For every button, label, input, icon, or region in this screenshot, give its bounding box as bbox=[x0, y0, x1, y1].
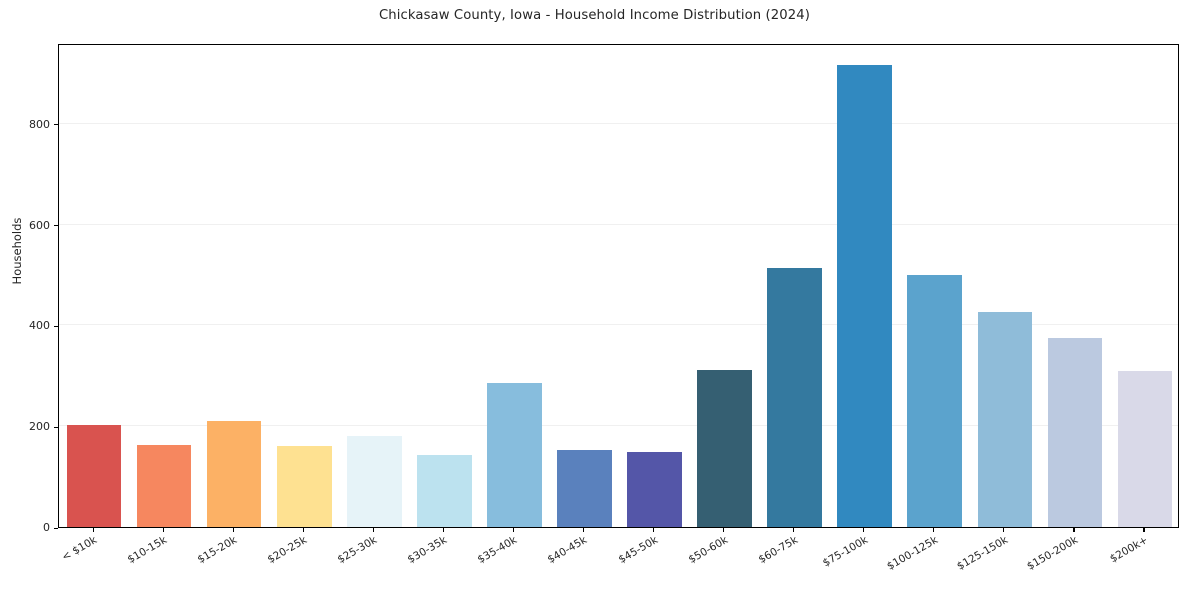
plot-area bbox=[58, 44, 1179, 528]
y-tick-label: 600 bbox=[29, 218, 50, 232]
bar bbox=[487, 382, 542, 527]
x-tick-label-text: $35-40k bbox=[475, 534, 520, 567]
y-tick-label: 200 bbox=[29, 420, 50, 434]
bar bbox=[136, 445, 192, 527]
bar bbox=[1047, 337, 1103, 527]
gridline bbox=[59, 223, 1178, 225]
x-tick-label-text: $10-15k bbox=[125, 534, 170, 567]
bar bbox=[206, 421, 262, 527]
x-tick-mark bbox=[372, 528, 374, 532]
x-tick-mark bbox=[653, 528, 655, 532]
bar bbox=[66, 425, 122, 527]
bar bbox=[557, 450, 612, 527]
x-tick-label-text: < $10k bbox=[59, 534, 100, 564]
x-tick-label-text: $15-20k bbox=[195, 534, 240, 567]
bar-series bbox=[59, 45, 1178, 527]
y-tick-label: 800 bbox=[29, 117, 50, 131]
x-tick-label-text: $150-200k bbox=[1024, 534, 1080, 573]
x-tick-label-text: $200k+ bbox=[1107, 534, 1150, 566]
x-tick-mark bbox=[1073, 528, 1075, 532]
x-tick-mark bbox=[793, 528, 795, 532]
x-tick-mark bbox=[1003, 528, 1005, 532]
bar bbox=[276, 446, 332, 527]
x-tick-mark bbox=[933, 528, 935, 532]
bar bbox=[767, 268, 822, 527]
gridline bbox=[59, 324, 1178, 326]
x-tick-mark bbox=[442, 528, 444, 532]
x-tick-label-text: $75-100k bbox=[820, 534, 870, 570]
x-tick-mark bbox=[512, 528, 514, 532]
gridline bbox=[59, 122, 1178, 124]
x-tick-mark bbox=[92, 528, 94, 532]
y-tick-mark bbox=[54, 225, 58, 227]
y-tick-mark bbox=[54, 124, 58, 126]
gridline bbox=[59, 425, 1178, 427]
x-tick-mark bbox=[162, 528, 164, 532]
x-tick-label-text: $30-35k bbox=[405, 534, 450, 567]
x-tick-mark bbox=[582, 528, 585, 532]
x-axis: < $10k $10-15k $15-20k $20-25k $25-30k $30-35… bbox=[58, 528, 1179, 590]
bar bbox=[907, 275, 963, 527]
bar bbox=[627, 452, 682, 527]
y-tick-mark bbox=[54, 426, 58, 428]
x-tick-label-text: $125-150k bbox=[954, 534, 1010, 573]
bar bbox=[1117, 370, 1173, 527]
x-tick-label-text: $45-50k bbox=[616, 534, 660, 567]
y-tick-mark bbox=[54, 527, 58, 529]
y-axis: 0 200 400 600 800 bbox=[0, 44, 58, 534]
x-tick-label-text: $25-30k bbox=[335, 534, 380, 567]
y-axis-label: Households bbox=[10, 217, 24, 285]
bar bbox=[346, 436, 402, 527]
x-tick-mark bbox=[863, 528, 865, 532]
bar bbox=[697, 370, 752, 527]
chart-title: Chickasaw County, Iowa - Household Incom… bbox=[379, 8, 810, 23]
x-tick-label-text: $40-45k bbox=[545, 534, 590, 567]
x-tick-label-text: $50-60k bbox=[686, 534, 730, 567]
x-tick-mark bbox=[302, 528, 304, 532]
bar bbox=[417, 454, 472, 527]
y-tick-mark bbox=[54, 325, 58, 327]
x-tick-label-text: $60-75k bbox=[756, 534, 800, 567]
x-tick-label-text: $20-25k bbox=[265, 534, 310, 567]
gridlines bbox=[59, 45, 1178, 527]
bar bbox=[977, 312, 1033, 527]
x-tick-mark bbox=[723, 528, 725, 532]
x-tick-label-text: $100-125k bbox=[884, 534, 940, 573]
x-tick-mark bbox=[232, 528, 234, 532]
y-tick-label: 400 bbox=[29, 319, 50, 333]
y-tick-label: 0 bbox=[43, 521, 50, 534]
x-tick-mark bbox=[1143, 528, 1145, 532]
bar bbox=[837, 64, 893, 527]
